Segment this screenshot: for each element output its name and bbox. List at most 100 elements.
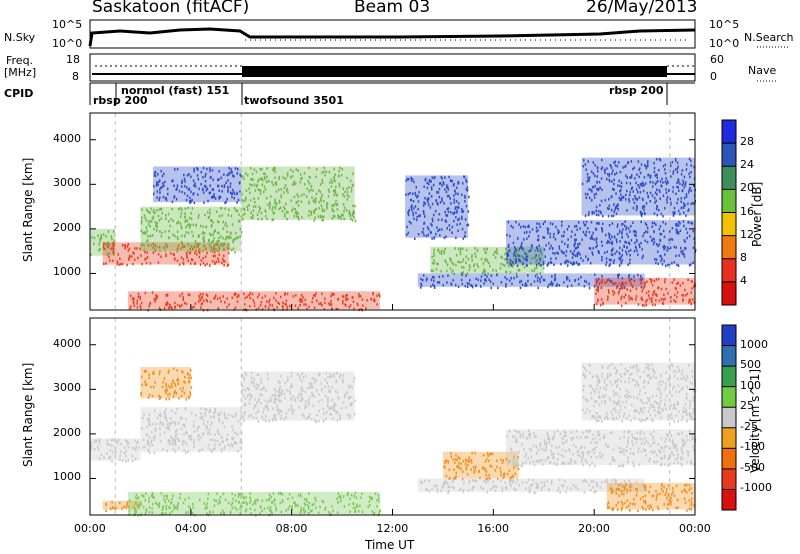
range-gate-cell: [206, 502, 208, 505]
range-gate-cell: [565, 434, 567, 438]
range-gate-cell: [584, 279, 586, 283]
range-gate-cell: [647, 366, 649, 369]
range-gate-cell: [199, 263, 202, 266]
range-gate-cell: [655, 158, 658, 161]
range-gate-cell: [310, 383, 312, 386]
range-gate-cell: [205, 298, 208, 302]
range-gate-cell: [207, 446, 209, 449]
range-gate-cell: [519, 286, 522, 290]
range-gate-cell: [106, 244, 108, 247]
range-gate-cell: [314, 208, 316, 212]
range-gate-cell: [652, 419, 654, 423]
range-gate-cell: [198, 434, 200, 437]
range-gate-cell: [121, 262, 124, 266]
range-gate-cell: [231, 414, 233, 417]
range-gate-cell: [652, 442, 654, 445]
range-gate-cell: [307, 214, 310, 217]
range-gate-cell: [666, 394, 668, 398]
range-gate-cell: [687, 191, 690, 194]
range-gate-cell: [530, 283, 532, 286]
range-gate-cell: [440, 228, 443, 231]
range-gate-cell: [155, 422, 157, 426]
range-gate-cell: [552, 282, 554, 285]
range-gate-cell: [638, 463, 641, 466]
range-gate-cell: [427, 182, 430, 186]
range-gate-cell: [318, 419, 320, 423]
range-gate-cell: [474, 269, 476, 272]
range-gate-cell: [188, 496, 190, 500]
range-gate-cell: [636, 173, 638, 176]
range-gate-cell: [349, 179, 352, 183]
range-gate-cell: [660, 484, 663, 488]
range-gate-cell: [243, 377, 246, 380]
range-gate-cell: [171, 179, 173, 183]
range-gate-cell: [103, 247, 106, 251]
range-gate-cell: [464, 196, 466, 199]
range-gate-cell: [214, 443, 216, 447]
range-gate-cell: [291, 505, 293, 508]
range-gate-cell: [667, 414, 669, 418]
range-gate-cell: [449, 228, 451, 232]
range-gate-cell: [685, 434, 688, 438]
range-gate-cell: [200, 295, 203, 298]
range-gate-cell: [330, 303, 332, 307]
range-gate-cell: [337, 396, 339, 399]
range-gate-cell: [277, 301, 279, 304]
range-gate-cell: [563, 430, 566, 433]
range-gate-cell: [615, 372, 617, 375]
range-gate-cell: [231, 223, 234, 226]
range-gate-cell: [662, 245, 664, 249]
range-gate-cell: [597, 285, 600, 289]
range-gate-cell: [127, 249, 130, 252]
range-gate-cell: [199, 249, 201, 252]
range-gate-cell: [644, 379, 646, 382]
range-gate-cell: [599, 186, 601, 190]
range-gate-cell: [272, 183, 275, 186]
range-gate-cell: [664, 278, 666, 281]
range-gate-cell: [613, 182, 615, 186]
range-gate-cell: [649, 413, 652, 417]
range-gate-cell: [448, 194, 450, 198]
range-gate-cell: [635, 441, 637, 445]
range-gate-cell: [200, 436, 202, 439]
range-gate-cell: [662, 194, 665, 197]
range-gate-cell: [217, 429, 219, 432]
range-gate-cell: [202, 191, 205, 194]
range-gate-cell: [488, 261, 490, 265]
range-gate-cell: [561, 448, 564, 452]
range-gate-cell: [427, 228, 430, 231]
range-gate-cell: [134, 510, 136, 513]
range-gate-cell: [188, 187, 191, 191]
range-gate-cell: [128, 499, 131, 503]
range-gate-cell: [661, 257, 663, 261]
range-gate-cell: [620, 193, 622, 196]
range-gate-cell: [572, 253, 575, 256]
range-gate-cell: [644, 484, 646, 487]
range-gate-cell: [211, 188, 214, 191]
range-gate-cell: [685, 214, 687, 217]
range-gate-cell: [202, 257, 204, 260]
range-gate-cell: [286, 217, 288, 221]
range-gate-cell: [651, 363, 653, 366]
range-gate-cell: [537, 460, 539, 463]
range-gate-cell: [652, 403, 654, 407]
range-gate-cell: [205, 172, 207, 176]
data-band-1: [140, 407, 243, 455]
range-gate-cell: [274, 398, 276, 401]
range-gate-cell: [620, 447, 622, 450]
range-gate-cell: [625, 164, 627, 168]
range-gate-cell: [676, 291, 679, 294]
range-gate-cell: [646, 226, 649, 230]
range-gate-cell: [242, 213, 244, 217]
range-gate-cell: [156, 228, 158, 232]
range-gate-cell: [626, 189, 628, 193]
range-gate-cell: [516, 478, 519, 481]
range-gate-cell: [211, 195, 213, 199]
range-gate-cell: [598, 251, 600, 254]
range-gate-cell: [222, 257, 224, 261]
range-gate-cell: [331, 292, 333, 296]
range-gate-cell: [114, 449, 117, 452]
range-gate-cell: [180, 240, 183, 244]
range-gate-cell: [522, 432, 524, 436]
range-gate-cell: [691, 434, 694, 437]
